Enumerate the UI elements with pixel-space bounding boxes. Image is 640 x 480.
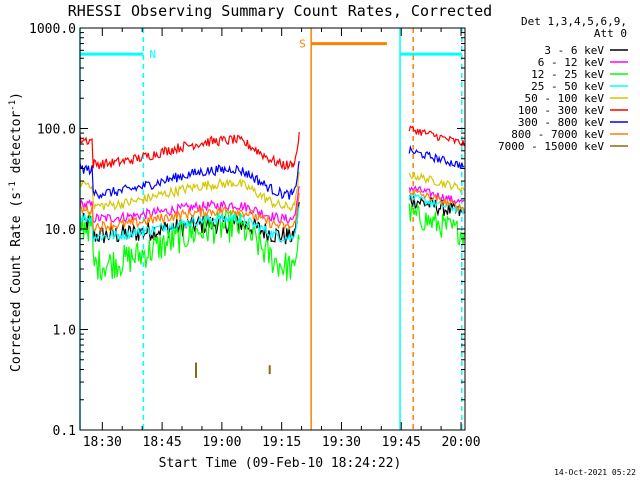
x-tick-label-1: 18:45	[143, 435, 182, 450]
x-tick-label-5: 19:45	[382, 435, 421, 450]
flag-label-2: S	[299, 38, 306, 51]
y-axis-label-end: )	[9, 92, 24, 100]
legend-header-line1: Det 1,3,4,5,6,9,	[521, 15, 627, 28]
series-line-4	[79, 171, 465, 212]
series-line-8	[195, 362, 271, 378]
generation-date: 14-Oct-2021 05:22	[554, 468, 636, 477]
x-tick-label-4: 19:30	[322, 435, 361, 450]
y-tick-label-2: 10.0	[45, 223, 76, 238]
y-axis-label-sup2: -1	[8, 100, 18, 111]
legend-label-0: 3 - 6 keV	[544, 44, 604, 57]
y-axis-label: Corrected Count Rate (s-1 detector-1)	[8, 92, 24, 372]
series-line-2	[79, 203, 465, 282]
legend-label-4: 50 - 100 keV	[525, 92, 605, 105]
legend-label-6: 300 - 800 keV	[518, 116, 604, 129]
y-axis-label-sup1: -1	[8, 181, 18, 192]
y-axis-label-rest: detector	[9, 111, 24, 182]
y-tick-label-0: 1000.0	[29, 22, 76, 37]
chart-title: RHESSI Observing Summary Count Rates, Co…	[68, 2, 492, 20]
y-tick-label-3: 1.0	[53, 324, 76, 339]
x-tick-label-2: 19:00	[202, 435, 241, 450]
x-tick-label-6: 20:00	[441, 435, 480, 450]
series-line-6	[79, 144, 465, 200]
y-axis-label-main: Corrected Count Rate (s	[9, 192, 24, 372]
x-tick-label-0: 18:30	[83, 435, 122, 450]
legend-label-7: 800 - 7000 keV	[511, 128, 604, 141]
legend-label-8: 7000 - 15000 keV	[498, 140, 604, 153]
legend-header-line2: Att 0	[594, 27, 627, 40]
legend-label-1: 6 - 12 keV	[538, 56, 605, 69]
series-line-1	[79, 185, 465, 225]
data-layer: NS	[79, 28, 465, 430]
y-tick-label-1: 100.0	[37, 123, 76, 138]
x-axis-label: Start Time (09-Feb-10 18:24:22)	[159, 456, 402, 471]
series-line-5	[79, 125, 465, 171]
y-tick-label-4: 0.1	[53, 424, 76, 439]
legend-label-2: 12 - 25 keV	[531, 68, 604, 81]
series-line-7	[79, 188, 465, 233]
legend-label-3: 25 - 50 keV	[531, 80, 604, 93]
legend-label-5: 100 - 300 keV	[518, 104, 604, 117]
flag-label-0: N	[149, 48, 156, 61]
x-tick-label-3: 19:15	[262, 435, 301, 450]
axes-layer: 18:30 18:45 19:00 19:15 19:30 19:45 20:00 1000.…	[29, 22, 481, 450]
series-line-3	[79, 192, 465, 244]
